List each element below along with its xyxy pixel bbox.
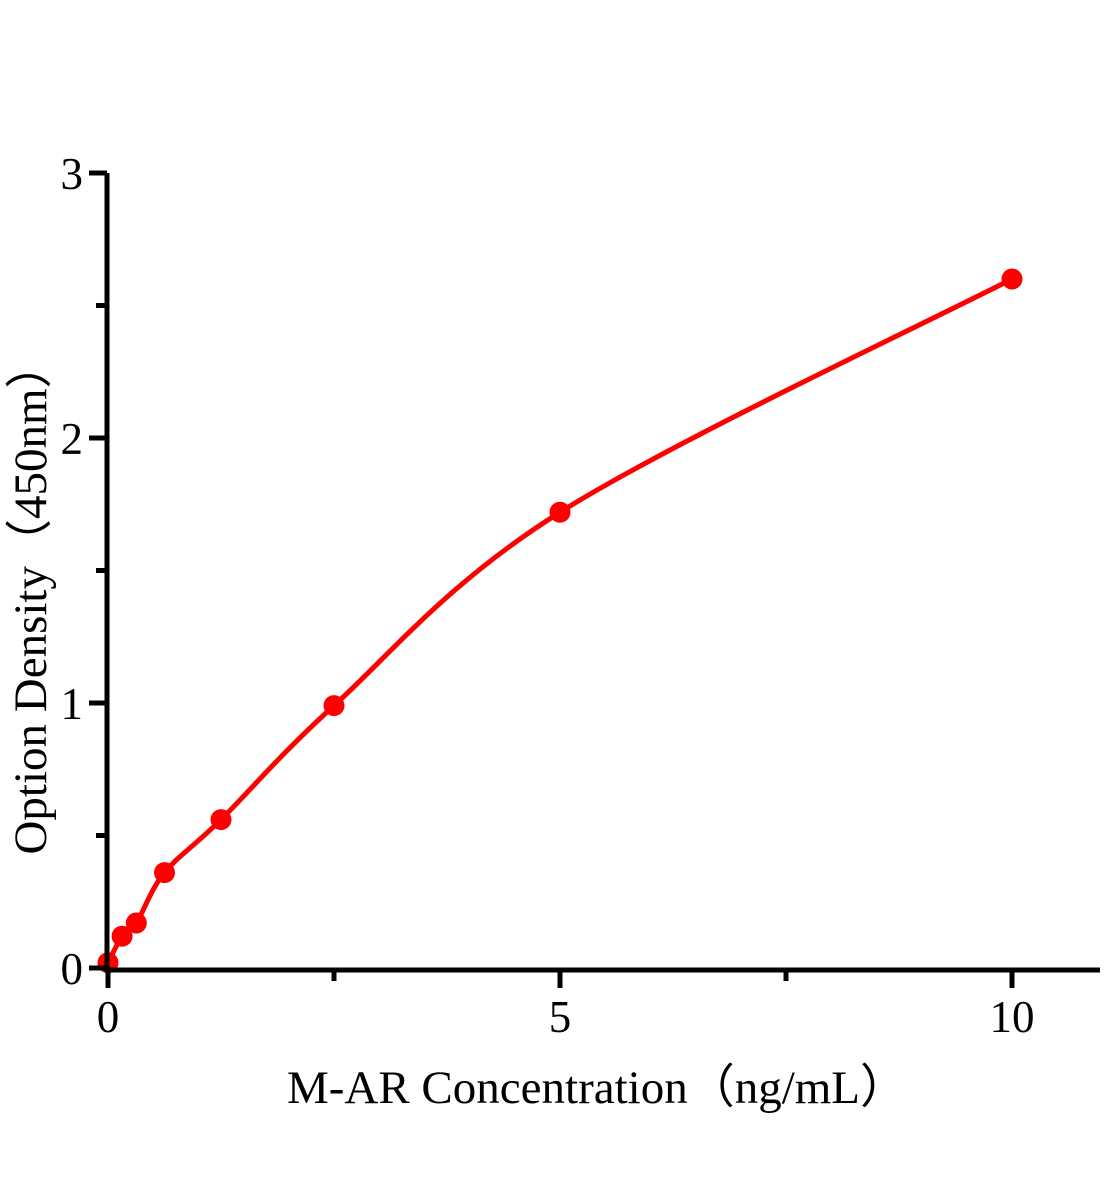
data-point-5: [323, 695, 345, 717]
data-point-7: [1001, 268, 1023, 290]
x-axis-title: M-AR Concentration（ng/mL）: [287, 1062, 907, 1114]
fit-curve: [105, 276, 1015, 966]
data-point-2: [125, 912, 147, 934]
y-tick-label: 1: [61, 679, 84, 729]
x-tick-label: 0: [97, 992, 120, 1042]
x-tick-label: 10: [990, 992, 1035, 1042]
data-point-3: [154, 862, 175, 884]
data-points-layer: [97, 268, 1023, 974]
y-tick-label: 2: [61, 414, 84, 464]
axes-spines: [104, 173, 1100, 973]
y-tick-label: 3: [61, 149, 84, 199]
data-point-4: [210, 809, 232, 831]
ticks-layer: [89, 170, 1015, 988]
x-tick-label: 5: [549, 992, 572, 1042]
data-point-1: [111, 925, 133, 947]
data-point-6: [549, 501, 571, 523]
axes-layer: [104, 173, 1100, 973]
fit-curve-layer: [105, 276, 1015, 966]
tick-labels-layer: 0 1 2 3 0 5 10: [61, 149, 1035, 1042]
y-axis-title: Option Density（450nm）: [5, 341, 57, 854]
y-tick-label: 0: [61, 944, 84, 994]
